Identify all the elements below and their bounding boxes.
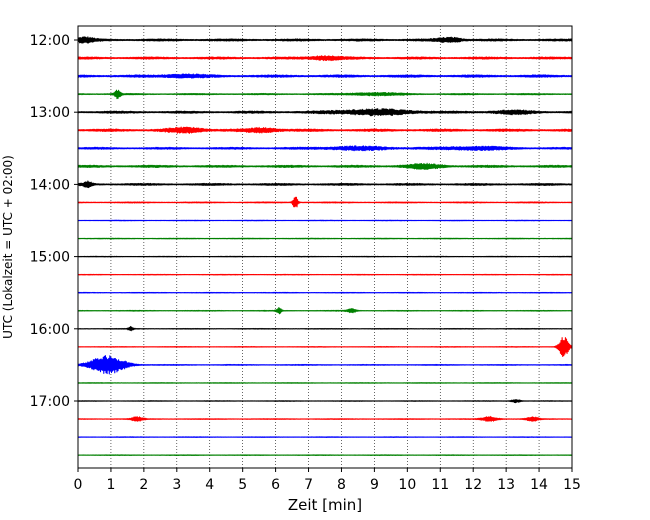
trace-1200 bbox=[77, 36, 573, 44]
x-tick-label: 12 bbox=[464, 477, 482, 493]
x-tick-label: 10 bbox=[398, 477, 416, 493]
x-axis: 0 1 2 3 4 5 6 7 8 9 10 11 12 13 14 15 bbox=[74, 468, 581, 493]
seismic-traces bbox=[77, 36, 573, 457]
trace-1530 bbox=[77, 291, 573, 294]
y-tick-label: 12:00 bbox=[30, 33, 70, 49]
trace-1615 bbox=[77, 337, 573, 358]
trace-1545 bbox=[77, 306, 573, 315]
trace-1700 bbox=[77, 398, 573, 404]
trace-1500 bbox=[77, 255, 573, 258]
x-tick-label: 11 bbox=[431, 477, 449, 493]
x-tick-label: 8 bbox=[337, 477, 346, 493]
x-tick-label: 15 bbox=[563, 477, 581, 493]
y-tick-label: 17:00 bbox=[30, 394, 70, 410]
y-tick-label: 14:00 bbox=[30, 177, 70, 193]
trace-1415 bbox=[77, 196, 573, 208]
trace-1230 bbox=[77, 73, 573, 79]
plot-area bbox=[78, 26, 572, 468]
y-tick-label: 16:00 bbox=[30, 322, 70, 338]
x-tick-label: 13 bbox=[497, 477, 515, 493]
trace-1600 bbox=[77, 325, 573, 332]
x-tick-label: 4 bbox=[205, 477, 214, 493]
trace-1245 bbox=[77, 89, 573, 100]
x-tick-label: 3 bbox=[172, 477, 181, 493]
trace-1515 bbox=[77, 273, 573, 276]
plot-frame bbox=[77, 25, 573, 469]
trace-1330 bbox=[77, 145, 573, 152]
trace-1445 bbox=[77, 237, 573, 240]
x-axis-label: Zeit [min] bbox=[288, 496, 362, 514]
trace-1730 bbox=[77, 436, 573, 438]
x-tick-label: 6 bbox=[271, 477, 280, 493]
x-tick-label: 5 bbox=[238, 477, 247, 493]
x-tick-label: 14 bbox=[530, 477, 548, 493]
trace-1630 bbox=[77, 355, 573, 375]
trace-1215 bbox=[77, 55, 573, 62]
x-tick-label: 2 bbox=[139, 477, 148, 493]
y-axis: 12:00 13:00 14:00 15:00 16:00 17:00 bbox=[30, 33, 78, 410]
trace-1715 bbox=[77, 415, 573, 422]
trace-1400 bbox=[77, 180, 573, 189]
x-tick-label: 9 bbox=[370, 477, 379, 493]
trace-1645 bbox=[77, 382, 573, 384]
y-tick-label: 13:00 bbox=[30, 105, 70, 121]
trace-1345 bbox=[77, 162, 573, 170]
y-tick-label: 15:00 bbox=[30, 250, 70, 266]
x-tick-label: 0 bbox=[74, 477, 83, 493]
trace-1430 bbox=[77, 219, 573, 222]
trace-1745 bbox=[77, 454, 573, 457]
trace-1315 bbox=[77, 126, 573, 134]
trace-1300 bbox=[77, 108, 573, 117]
y-axis-label: UTC (Lokalzeit = UTC + 02:00) bbox=[1, 155, 15, 339]
x-tick-label: 7 bbox=[304, 477, 313, 493]
x-tick-label: 1 bbox=[106, 477, 115, 493]
